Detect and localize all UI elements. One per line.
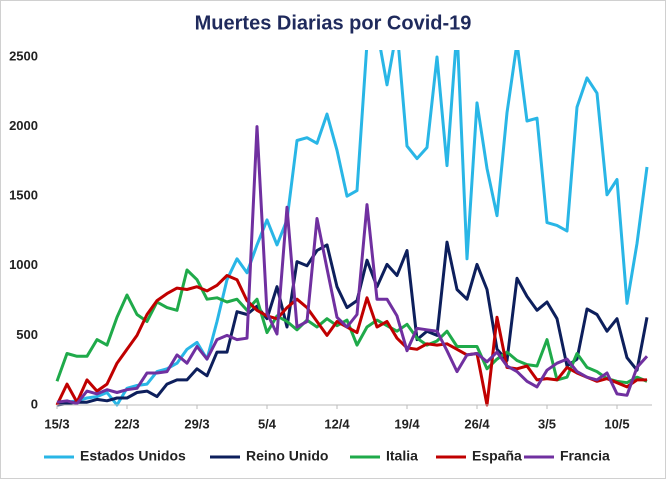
x-tick-label: 19/4 [394,416,420,431]
legend-label: Estados Unidos [80,448,186,464]
x-tick-label: 29/3 [184,416,209,431]
y-tick-label: 1000 [9,257,38,272]
x-tick-label: 15/3 [44,416,69,431]
plot-lines [55,50,649,407]
legend-label: España [472,448,522,464]
x-tick-label: 5/4 [258,416,277,431]
y-tick-label: 1500 [9,188,38,203]
legend-label: Reino Unido [246,448,328,464]
y-tick-label: 2500 [9,48,38,63]
series-line [56,125,649,406]
x-tick-label: 12/4 [324,416,350,431]
chart-title: Muertes Diarias por Covid-19 [195,12,472,34]
y-tick-label: 0 [31,396,38,411]
x-tick-label: 26/4 [464,416,490,431]
x-tick-label: 10/5 [604,416,629,431]
legend-label: Italia [386,448,418,464]
x-tick-label: 3/5 [538,416,556,431]
series-line [55,274,647,407]
series-line [56,240,649,407]
x-tick-label: 22/3 [114,416,139,431]
legend-label: Francia [560,448,610,464]
y-tick-label: 500 [16,327,38,342]
y-tick-label: 2000 [9,118,38,133]
